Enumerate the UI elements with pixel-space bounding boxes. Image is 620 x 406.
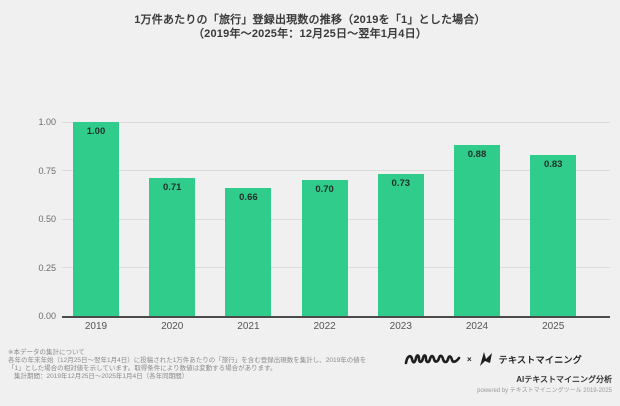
- bar-value-label: 0.88: [467, 149, 487, 161]
- credit-line: powered by テキストマイニングツール 2019-2025: [477, 388, 612, 394]
- gridline: [62, 121, 610, 123]
- x-axis-category-label: 2020: [161, 321, 184, 332]
- bar-2021: 0.66: [225, 187, 272, 316]
- y-axis-tick-label: 1.00: [38, 117, 56, 127]
- chart-title: 1万件あたりの「旅行」登録出現数の推移（2019を「1」とした場合）: [134, 14, 486, 26]
- gridline: [62, 170, 610, 171]
- x-axis-category-label: 2022: [313, 321, 336, 332]
- bar-2025: 0.83: [530, 154, 577, 316]
- x-axis-category-label: 2023: [389, 321, 412, 332]
- y-axis-tick-label: 0.00: [38, 311, 56, 321]
- y-axis-tick-label: 0.25: [38, 262, 56, 273]
- x-axis-category-label: 2025: [542, 321, 565, 332]
- source-note-line: 「1」とした場合の相対値を示しています。取得条件により数値は変動する場合がありま…: [8, 365, 277, 372]
- bar-value-label: 0.71: [162, 182, 182, 194]
- script-wordmark-logo-icon: [404, 351, 462, 367]
- bar-value-label: 0.70: [315, 184, 334, 196]
- bar-value-label: 0.73: [391, 178, 411, 190]
- source-note-heading: ※本データの集計について: [8, 349, 85, 356]
- bar-2019: 1.00: [73, 122, 119, 316]
- x-axis-line: [62, 316, 610, 318]
- brand-wordmark: テキストマイニング: [498, 355, 583, 366]
- chart-subtitle: （2019年～2025年：12月25日～翌年1月4日）: [192, 28, 428, 40]
- bar-2024: 0.88: [454, 145, 500, 316]
- x-axis-category-label: 2021: [237, 321, 260, 332]
- bar-value-label: 0.83: [543, 158, 563, 170]
- y-axis-tick-label: 0.50: [38, 214, 56, 224]
- source-note-line: 集計期間：2019年12月25日～2025年1月4日（各年同期間）: [14, 373, 189, 380]
- y-axis-tick-label: 0.75: [38, 165, 56, 176]
- bar-2022: 0.70: [301, 180, 348, 316]
- bar-value-label: 0.66: [239, 191, 258, 203]
- collab-x-separator: ×: [467, 354, 472, 364]
- bird-logo-icon: [477, 351, 494, 368]
- x-axis-category-label: 2024: [465, 321, 489, 332]
- brand-line: AIテキストマイニング分析: [516, 375, 612, 384]
- bar-value-label: 1.00: [86, 126, 106, 137]
- bar-2023: 0.73: [377, 174, 424, 316]
- source-note-line: 各年の年末年始（12月25日～翌年1月4日）に投稿された1万件あたりの「旅行」を…: [8, 357, 367, 364]
- x-axis-category-label: 2019: [84, 321, 108, 332]
- logo-row: × テキストマイニング: [404, 350, 612, 368]
- bar-2020: 0.71: [149, 178, 196, 316]
